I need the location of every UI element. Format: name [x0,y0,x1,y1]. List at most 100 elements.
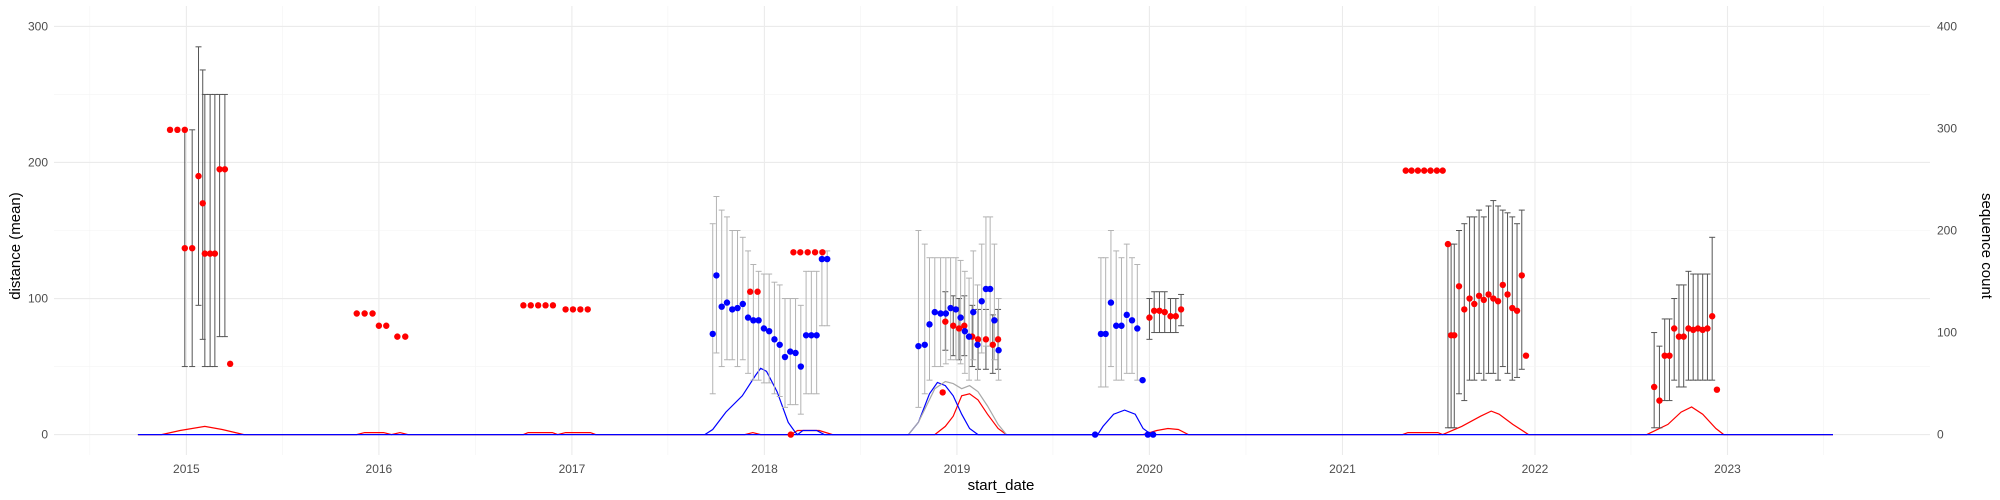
point-red-74 [1504,291,1511,298]
point-red-26 [569,306,577,313]
point-red-31 [787,431,794,438]
error-bar-red-76 [1514,223,1521,378]
y2-axis-title: sequence count [1978,193,1995,300]
error-bar-blue-0 [709,223,716,395]
point-red-41 [961,322,968,329]
point-blue-46 [1118,322,1125,329]
x-tick-label-2017: 2017 [559,462,586,476]
point-red-50 [1161,308,1168,316]
error-bar-blue-35 [974,284,981,381]
point-red-44 [982,336,990,343]
error-bar-blue-23 [915,230,922,408]
point-red-22 [534,302,542,309]
count-lines-layer [137,367,1833,436]
error-bar-blue-24 [921,243,928,395]
point-blue-27 [937,310,944,317]
point-blue-31 [957,314,964,321]
point-blue-33 [965,333,973,340]
error-bar-blue-31 [957,259,964,365]
error-bar-blue-45 [1113,250,1120,381]
point-blue-52 [1149,431,1157,438]
error-bar-red-71 [1490,200,1497,374]
point-red-79 [1650,383,1658,391]
point-blue-43 [1102,330,1109,338]
point-blue-45 [1113,322,1120,329]
point-blue-49 [1134,325,1141,332]
point-blue-8 [750,317,757,324]
point-red-57 [1421,167,1428,174]
point-red-11 [221,166,229,173]
point-red-39 [950,322,957,329]
grid-layer [54,6,1930,455]
point-blue-51 [1144,431,1152,438]
point-red-55 [1408,167,1415,174]
count-line-count_gray-2 [907,380,1007,435]
point-blue-30 [952,306,960,313]
error-bar-red-73 [1499,209,1506,368]
point-red-54 [1402,167,1409,174]
point-red-58 [1427,167,1434,174]
error-bar-blue-47 [1123,243,1130,374]
point-red-23 [542,302,549,309]
error-bar-blue-9 [755,270,762,381]
error-bar-blue-6 [739,236,746,361]
y-tick-label-0: 0 [41,428,48,442]
point-red-49 [1156,307,1163,314]
error-bar-blue-13 [776,284,783,397]
y-axis-title: distance (mean) [7,192,24,300]
point-red-43 [974,336,982,343]
y-tick-label-100: 100 [28,292,48,306]
point-red-3 [181,244,188,252]
point-red-4 [188,244,196,252]
error-bar-blue-42 [1097,257,1104,388]
point-red-92 [1713,386,1721,393]
point-blue-22 [823,255,831,263]
point-red-6 [199,200,206,207]
x-tick-label-2019: 2019 [944,462,971,476]
point-red-32 [790,249,797,256]
point-red-35 [811,249,819,256]
error-bar-blue-25 [926,257,933,381]
point-red-75 [1509,304,1516,312]
error-bar-blue-46 [1118,257,1125,381]
error-bar-blue-33 [966,277,973,381]
point-red-12 [226,360,234,368]
point-red-70 [1485,291,1492,298]
error-bar-red-77 [1518,209,1525,370]
x-tick-label-2016: 2016 [366,462,393,476]
point-blue-42 [1097,330,1105,338]
error-bar-blue-34 [970,250,977,361]
point-red-40 [955,325,963,332]
point-blue-47 [1123,311,1130,319]
error-bar-red-91 [1709,236,1716,381]
point-blue-29 [947,304,954,312]
error-bar-red-81 [1661,318,1668,402]
x-tick-label-2021: 2021 [1329,462,1356,476]
x-tick-label-2023: 2023 [1714,462,1741,476]
point-red-61 [1444,240,1452,248]
point-red-27 [577,306,584,313]
point-red-25 [562,306,569,313]
point-red-9 [211,250,219,257]
error-bar-blue-5 [734,230,741,368]
error-bar-blue-38 [987,216,994,347]
point-blue-39 [991,317,998,324]
point-red-24 [549,302,557,309]
point-red-69 [1480,296,1488,304]
point-red-53 [1177,306,1185,313]
point-blue-20 [813,332,820,339]
point-red-1 [174,126,181,134]
error-bar-blue-2 [718,209,725,368]
y2-tick-label-300: 300 [1937,121,1957,135]
point-red-48 [1150,307,1158,314]
error-bar-red-10 [216,93,223,338]
point-blue-0 [709,330,716,338]
point-red-67 [1471,300,1478,308]
point-red-16 [375,322,383,329]
point-blue-2 [718,303,725,310]
point-red-17 [383,322,390,329]
error-bar-blue-48 [1129,257,1136,374]
point-red-21 [527,302,534,309]
y-tick-label-300: 300 [28,19,48,33]
